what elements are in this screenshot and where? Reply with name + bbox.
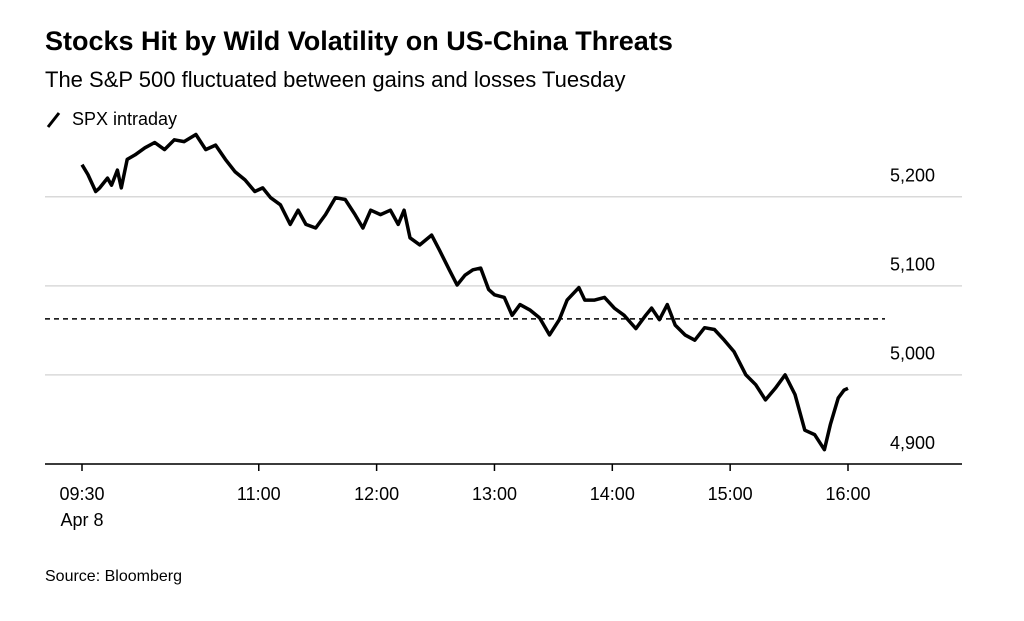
x-date-label: Apr 8: [60, 510, 103, 530]
y-tick-label: 4,900: [890, 433, 935, 453]
x-tick-label: 14:00: [590, 484, 635, 504]
chart-title: Stocks Hit by Wild Volatility on US-Chin…: [45, 26, 673, 56]
y-tick-label: 5,200: [890, 166, 935, 186]
x-tick-label: 16:00: [825, 484, 870, 504]
x-tick-label: 09:30: [59, 484, 104, 504]
x-tick-label: 15:00: [708, 484, 753, 504]
line-series: [80, 132, 849, 452]
x-tick-label: 12:00: [354, 484, 399, 504]
x-tick-label: 13:00: [472, 484, 517, 504]
legend-swatch: [46, 112, 61, 128]
y-tick-label: 5,000: [890, 344, 935, 364]
y-tick-label: 5,100: [890, 255, 935, 275]
source: Source: Bloomberg: [45, 568, 182, 585]
chart-subtitle: The S&P 500 fluctuated between gains and…: [45, 67, 626, 92]
legend-label: SPX intraday: [72, 109, 177, 129]
x-tick-label: 11:00: [237, 484, 281, 504]
